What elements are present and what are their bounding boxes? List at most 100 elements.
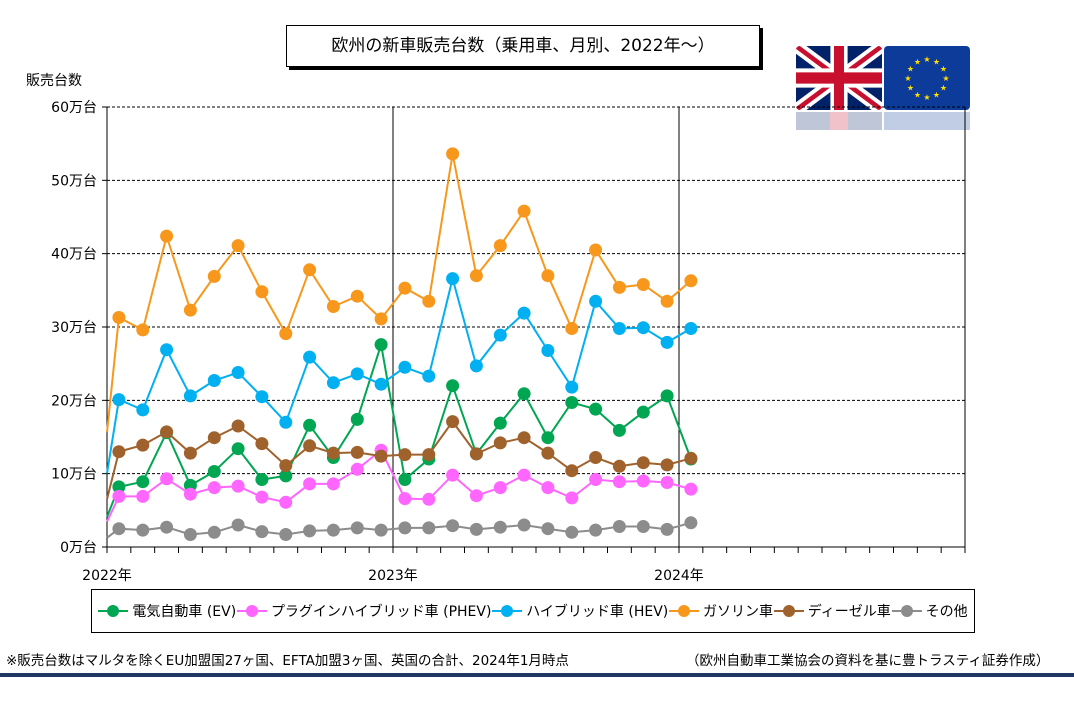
data-point (422, 294, 436, 308)
legend-item-phev[interactable]: プラグインハイブリッド車 (PHEV) (236, 601, 492, 621)
data-point (565, 525, 579, 539)
data-point (136, 489, 150, 503)
data-point (684, 322, 698, 335)
data-point (350, 412, 364, 426)
data-point (517, 431, 531, 445)
data-point (469, 269, 483, 283)
data-point (541, 522, 555, 536)
legend-item-hev[interactable]: ハイブリッド車 (HEV) (492, 601, 668, 621)
data-point (636, 474, 650, 488)
data-point (160, 425, 174, 439)
data-point (398, 281, 412, 295)
data-point (684, 274, 698, 288)
data-point (612, 475, 626, 489)
y-tick-label: 20万台 (51, 393, 97, 409)
uk-flag-icon (796, 46, 882, 110)
data-point (422, 448, 436, 462)
data-point (350, 462, 364, 476)
data-point (565, 380, 579, 394)
eu-star-icon: ★ (914, 91, 921, 100)
footnote-source-scope: ※販売台数はマルタを除くEU加盟国27ヶ国、EFTA加盟3ヶ国、英国の合計、20… (6, 653, 569, 669)
y-tick-label: 10万台 (51, 467, 97, 483)
data-point (541, 481, 555, 495)
data-point (565, 322, 579, 335)
data-point (636, 278, 650, 291)
data-point (589, 451, 603, 464)
y-tick-label: 50万台 (51, 173, 97, 189)
legend-item-gasoline[interactable]: ガソリン車 (669, 601, 773, 621)
legend-label-hev: ハイブリッド車 (HEV) (526, 604, 669, 620)
data-point (422, 521, 436, 535)
data-point (112, 480, 126, 494)
data-point (183, 389, 197, 403)
data-point (493, 520, 507, 534)
data-point (517, 518, 531, 532)
legend-label-phev: プラグインハイブリッド車 (PHEV) (270, 604, 492, 620)
data-point (112, 445, 126, 459)
data-point (279, 469, 293, 483)
data-point (422, 369, 436, 383)
data-point (207, 465, 221, 478)
data-point (350, 445, 364, 459)
data-point (565, 464, 579, 478)
legend-item-ev[interactable]: 電気自動車 (EV) (98, 601, 236, 621)
eu-star-icon: ★ (940, 84, 947, 93)
data-point (255, 390, 269, 404)
data-point (565, 491, 579, 505)
data-point (279, 528, 293, 541)
data-point (398, 521, 412, 535)
data-point (136, 523, 150, 537)
data-point (303, 263, 317, 277)
data-point (112, 522, 126, 536)
y-tick-label: 30万台 (51, 320, 97, 336)
data-point (422, 492, 436, 506)
data-point (565, 396, 579, 409)
data-point (231, 479, 245, 493)
data-point (303, 524, 317, 538)
data-point (160, 343, 174, 357)
data-point (350, 521, 364, 535)
data-point (589, 523, 603, 537)
data-point (160, 472, 174, 486)
data-point (541, 446, 555, 460)
legend-item-diesel[interactable]: ディーゼル車 (773, 601, 891, 621)
legend-swatch-hev (492, 604, 523, 618)
data-point (517, 468, 531, 482)
data-point (231, 366, 245, 379)
data-point (660, 389, 674, 403)
eu-flag-icon: ★ ★ ★ ★ ★ ★ ★ ★ ★ ★ ★ ★ (884, 46, 970, 110)
data-point (446, 415, 460, 429)
x-tick-label: 2023年 (368, 568, 418, 584)
footer-rule (0, 673, 1074, 677)
data-point (612, 520, 626, 533)
data-point (112, 489, 126, 503)
legend-swatch-gasoline (669, 604, 700, 618)
data-point (255, 525, 269, 539)
data-point (541, 431, 555, 445)
data-point (446, 147, 460, 161)
footnote-attribution: （欧州自動車工業協会の資料を基に豊トラスティ証券作成） (686, 653, 1050, 669)
legend-swatch-phev (236, 604, 267, 618)
data-point (660, 335, 674, 349)
data-point (136, 403, 150, 417)
y-tick-label: 60万台 (51, 100, 97, 116)
data-point (541, 269, 555, 283)
data-point (660, 458, 674, 472)
legend-label-other: その他 (925, 604, 968, 620)
data-point (660, 294, 674, 308)
data-point (136, 438, 150, 452)
data-point (207, 374, 221, 387)
data-point (589, 473, 603, 486)
data-point (446, 468, 460, 482)
data-point (541, 344, 555, 357)
legend-item-other[interactable]: その他 (891, 601, 968, 621)
eu-flag-reflection (884, 112, 970, 130)
data-point (255, 285, 269, 299)
eu-star-icon: ★ (914, 58, 921, 67)
x-tick-label: 2024年 (654, 568, 704, 584)
data-point (446, 379, 460, 393)
chart-title: 欧州の新車販売台数（乗用車、月別、2022年～） (286, 25, 760, 67)
data-point (469, 359, 483, 373)
eu-star-icon: ★ (907, 84, 914, 93)
data-point (183, 303, 197, 317)
